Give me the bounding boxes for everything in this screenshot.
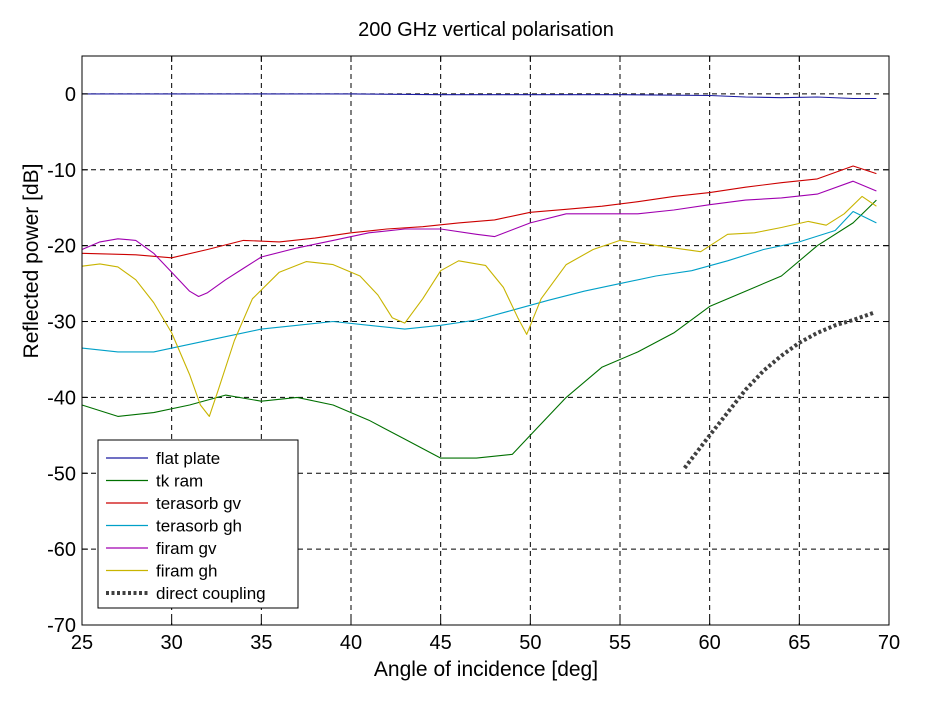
y-tick-label: -40 <box>47 387 76 409</box>
y-tick-label: -50 <box>47 463 76 485</box>
legend-label: direct coupling <box>156 584 266 603</box>
x-tick-label: 45 <box>430 632 452 654</box>
x-tick-label: 40 <box>340 632 362 654</box>
series-line-firam-gv <box>81 180 877 298</box>
y-tick-label: -10 <box>47 160 76 182</box>
legend-box <box>97 439 299 609</box>
series-line-firam-gh <box>81 195 877 417</box>
legend-label: terasorb gv <box>156 494 242 513</box>
y-tick-label: -70 <box>47 615 76 637</box>
series-line-terasorb-gh <box>81 210 877 353</box>
series-line-tk-ram <box>81 199 877 459</box>
y-tick-label: 0 <box>65 84 76 106</box>
legend: flat plate tk ram terasorb gv terasorb gh fi… <box>97 439 299 609</box>
legend-label: flat plate <box>156 449 220 468</box>
y-tick-label: -60 <box>47 539 76 561</box>
legend-label: tk ram <box>156 472 203 491</box>
x-tick-label: 25 <box>71 632 93 654</box>
x-tick-label: 55 <box>609 632 631 654</box>
plot-border <box>81 55 890 626</box>
x-tick-label: 50 <box>519 632 541 654</box>
chart-title: 200 GHz vertical polarisation <box>358 19 614 41</box>
legend-label: firam gh <box>156 562 217 581</box>
series-line-terasorb-gv <box>81 165 877 259</box>
series-line-direct-coupling <box>683 310 876 470</box>
grid <box>82 56 889 625</box>
x-axis-label: Angle of incidence [deg] <box>374 658 598 681</box>
x-tick-label: 30 <box>161 632 183 654</box>
y-tick-label: -20 <box>47 236 76 258</box>
series-lines <box>81 93 877 470</box>
x-tick-label: 65 <box>788 632 810 654</box>
x-tick-label: 60 <box>699 632 721 654</box>
x-tick-label: 35 <box>250 632 272 654</box>
series-line-flat-plate <box>82 93 877 100</box>
axis-ticks: 25 30 35 40 45 50 55 60 65 70 0 -10 -20 -30 -40 -50 -60 -… <box>47 56 900 654</box>
x-tick-label: 70 <box>878 632 900 654</box>
y-tick-label: -30 <box>47 312 76 334</box>
legend-label: terasorb gh <box>156 517 242 536</box>
y-axis-label: Reflected power [dB] <box>20 164 43 359</box>
legend-label: firam gv <box>156 539 217 558</box>
